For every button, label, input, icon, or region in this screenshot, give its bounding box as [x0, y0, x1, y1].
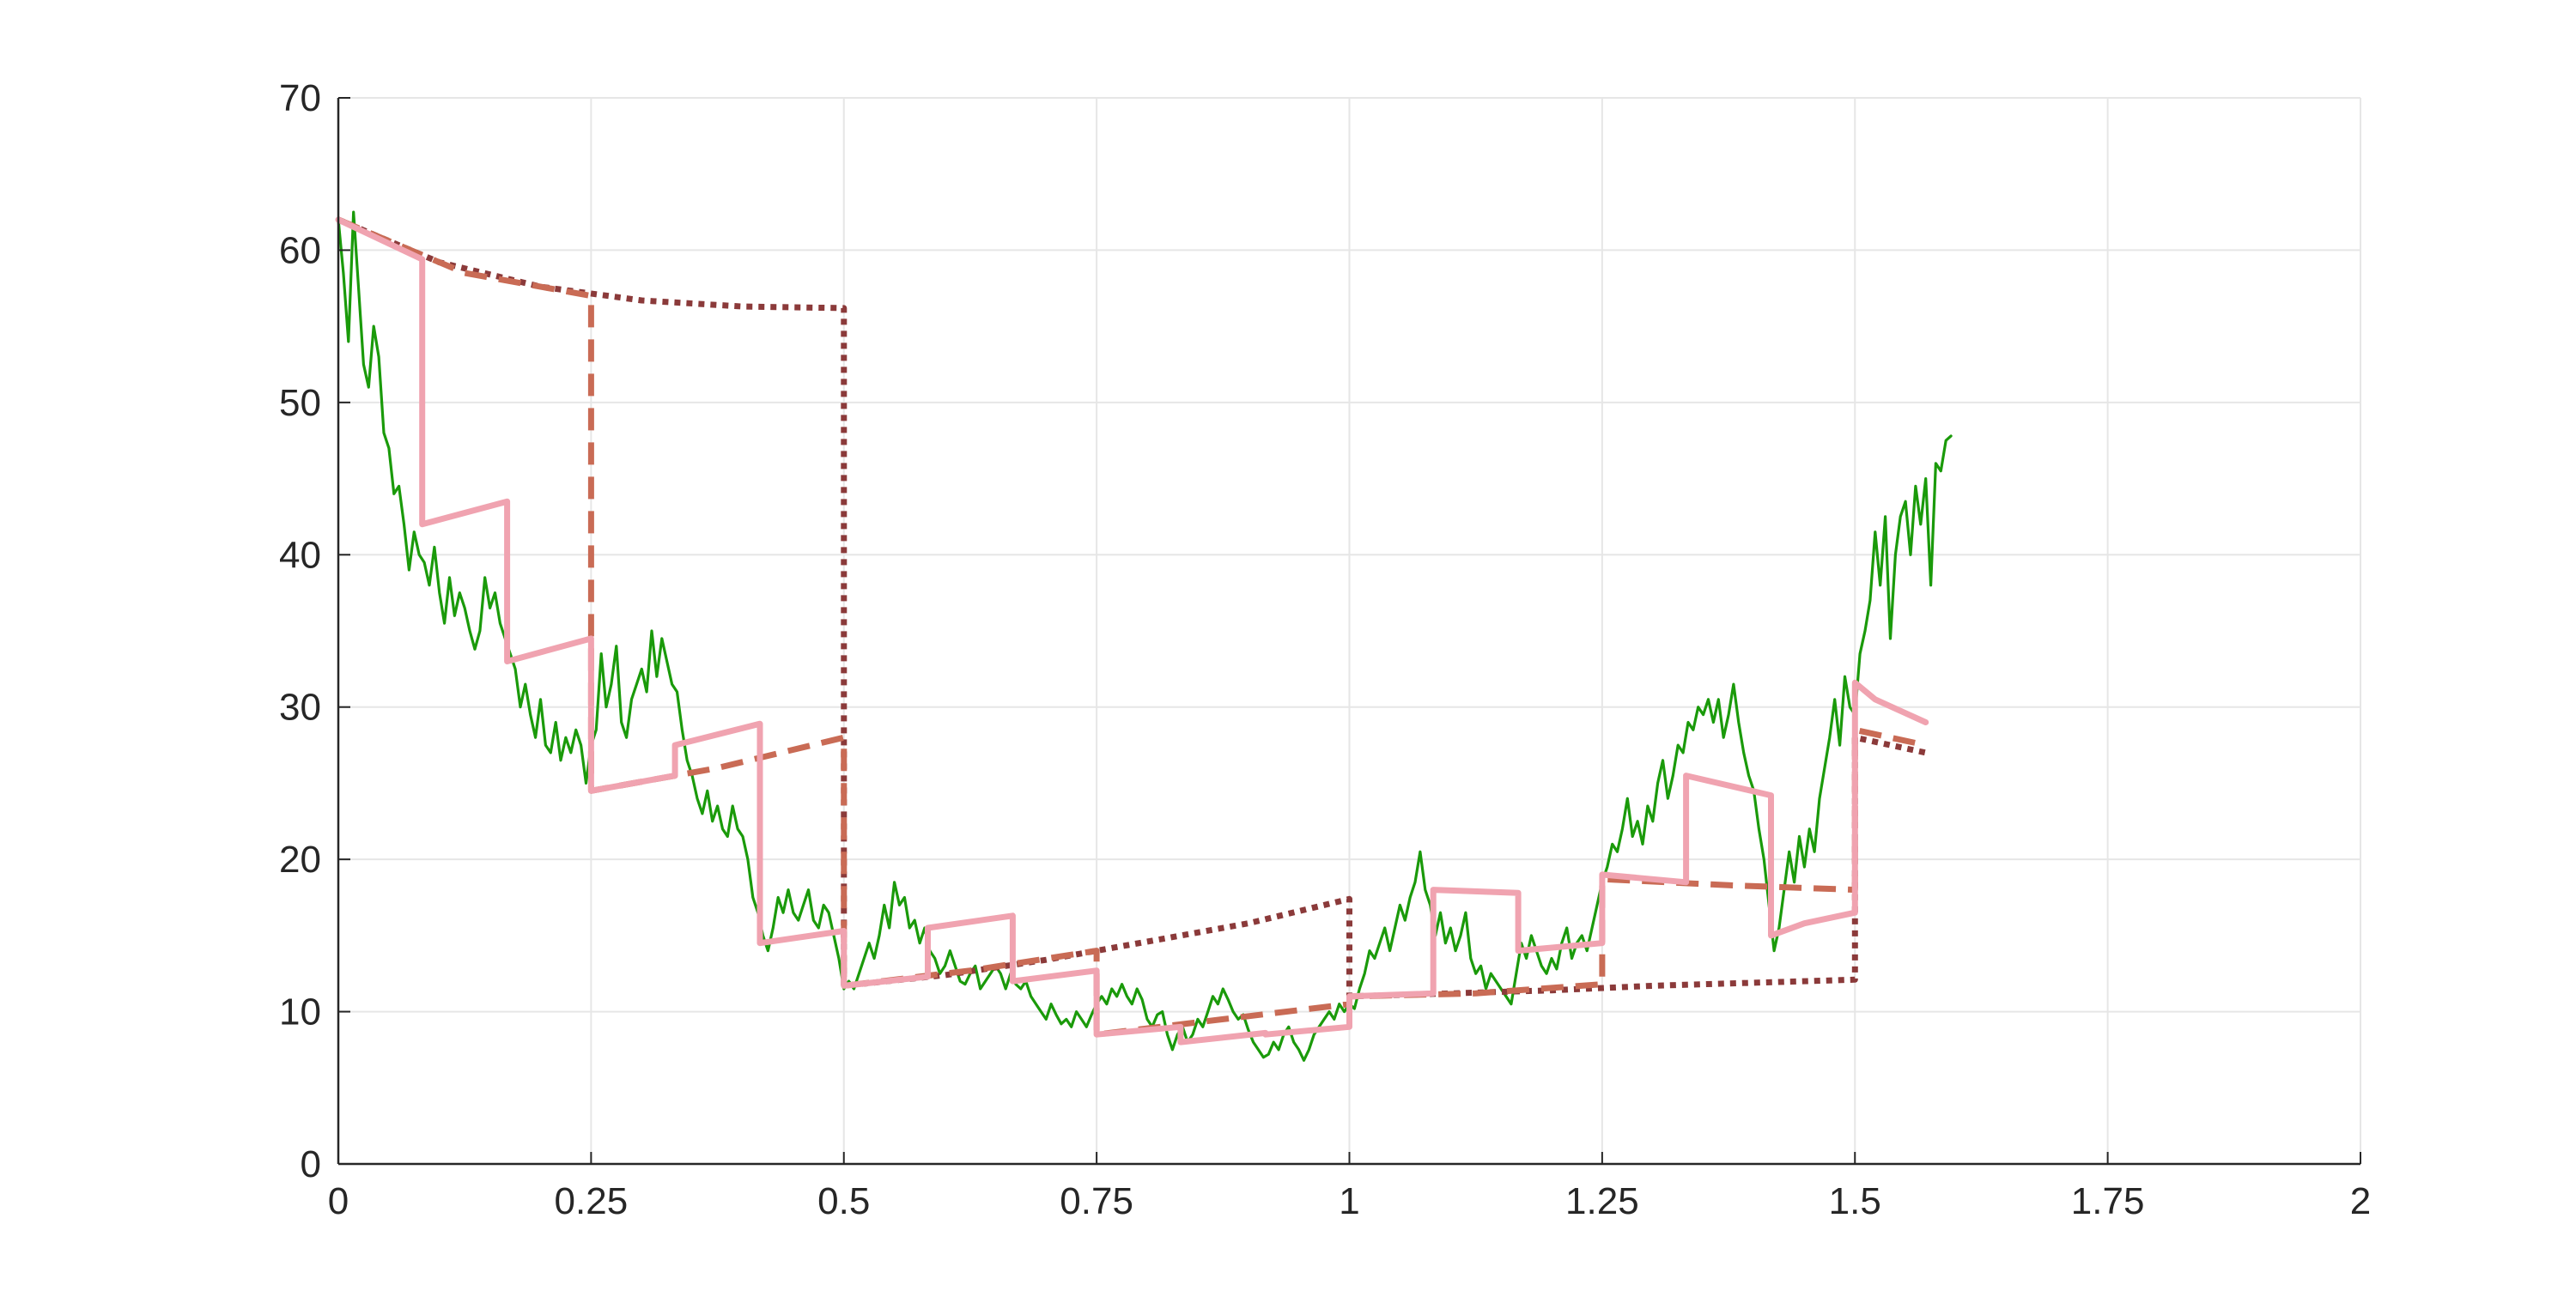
x-tick-label: 0.25 — [555, 1180, 629, 1222]
x-tick-label: 0 — [328, 1180, 349, 1222]
y-tick-label: 0 — [301, 1143, 321, 1185]
y-tick-label: 50 — [279, 382, 321, 424]
x-tick-label: 1.5 — [1829, 1180, 1881, 1222]
x-tick-label: 0.75 — [1060, 1180, 1133, 1222]
y-tick-label: 40 — [279, 534, 321, 576]
y-tick-label: 30 — [279, 687, 321, 729]
x-tick-label: 1.25 — [1565, 1180, 1639, 1222]
x-tick-label: 1 — [1339, 1180, 1359, 1222]
y-tick-label: 20 — [279, 839, 321, 881]
y-tick-label: 70 — [279, 77, 321, 119]
x-tick-label: 0.5 — [817, 1180, 870, 1222]
grid-lines — [337, 97, 2361, 1165]
series-line-solid-thick — [335, 216, 1929, 1045]
x-tick-label: 2 — [2350, 1180, 2371, 1222]
y-tick-label: 60 — [279, 229, 321, 271]
x-tick-label: 1.75 — [2071, 1180, 2145, 1222]
y-tick-label: 10 — [279, 991, 321, 1033]
axes — [337, 97, 2361, 1166]
series-line-solid-thin — [337, 210, 1953, 1062]
series-line-dotted — [337, 216, 1927, 1000]
series-lines — [335, 210, 1953, 1062]
